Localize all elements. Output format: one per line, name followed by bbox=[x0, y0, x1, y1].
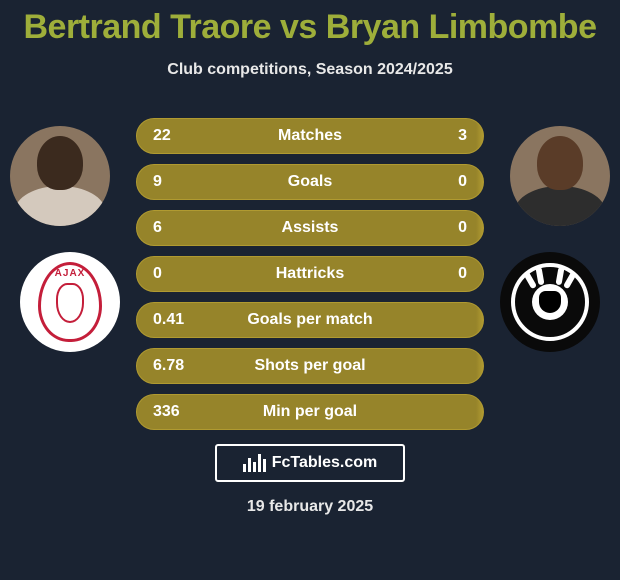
stat-left-value: 0 bbox=[153, 265, 162, 283]
stat-left-value: 9 bbox=[153, 173, 162, 191]
stat-right-value: 3 bbox=[458, 127, 467, 145]
stat-row: 9Goals0 bbox=[136, 164, 484, 200]
stat-label: Shots per goal bbox=[137, 357, 483, 375]
stat-row: 6.78Shots per goal bbox=[136, 348, 484, 384]
stat-label: Hattricks bbox=[137, 265, 483, 283]
stat-row: 0.41Goals per match bbox=[136, 302, 484, 338]
brand-text: FcTables.com bbox=[272, 454, 378, 472]
stat-left-value: 6 bbox=[153, 219, 162, 237]
date-label: 19 february 2025 bbox=[0, 498, 620, 516]
stats-container: 22Matches39Goals06Assists00Hattricks00.4… bbox=[0, 118, 620, 440]
stat-left-value: 336 bbox=[153, 403, 180, 421]
stat-label: Goals bbox=[137, 173, 483, 191]
stat-row: 336Min per goal bbox=[136, 394, 484, 430]
stat-label: Assists bbox=[137, 219, 483, 237]
stat-row: 0Hattricks0 bbox=[136, 256, 484, 292]
bar-chart-icon bbox=[243, 454, 266, 472]
stat-row: 22Matches3 bbox=[136, 118, 484, 154]
stat-right-value: 0 bbox=[458, 219, 467, 237]
stat-right-value: 0 bbox=[458, 173, 467, 191]
stat-label: Goals per match bbox=[137, 311, 483, 329]
stat-right-value: 0 bbox=[458, 265, 467, 283]
stat-label: Min per goal bbox=[137, 403, 483, 421]
stat-row: 6Assists0 bbox=[136, 210, 484, 246]
stat-left-value: 22 bbox=[153, 127, 171, 145]
stat-label: Matches bbox=[137, 127, 483, 145]
page-title: Bertrand Traore vs Bryan Limbombe bbox=[0, 0, 620, 47]
stat-left-value: 0.41 bbox=[153, 311, 184, 329]
stat-left-value: 6.78 bbox=[153, 357, 184, 375]
brand-badge: FcTables.com bbox=[215, 444, 405, 482]
season-subtitle: Club competitions, Season 2024/2025 bbox=[0, 61, 620, 79]
